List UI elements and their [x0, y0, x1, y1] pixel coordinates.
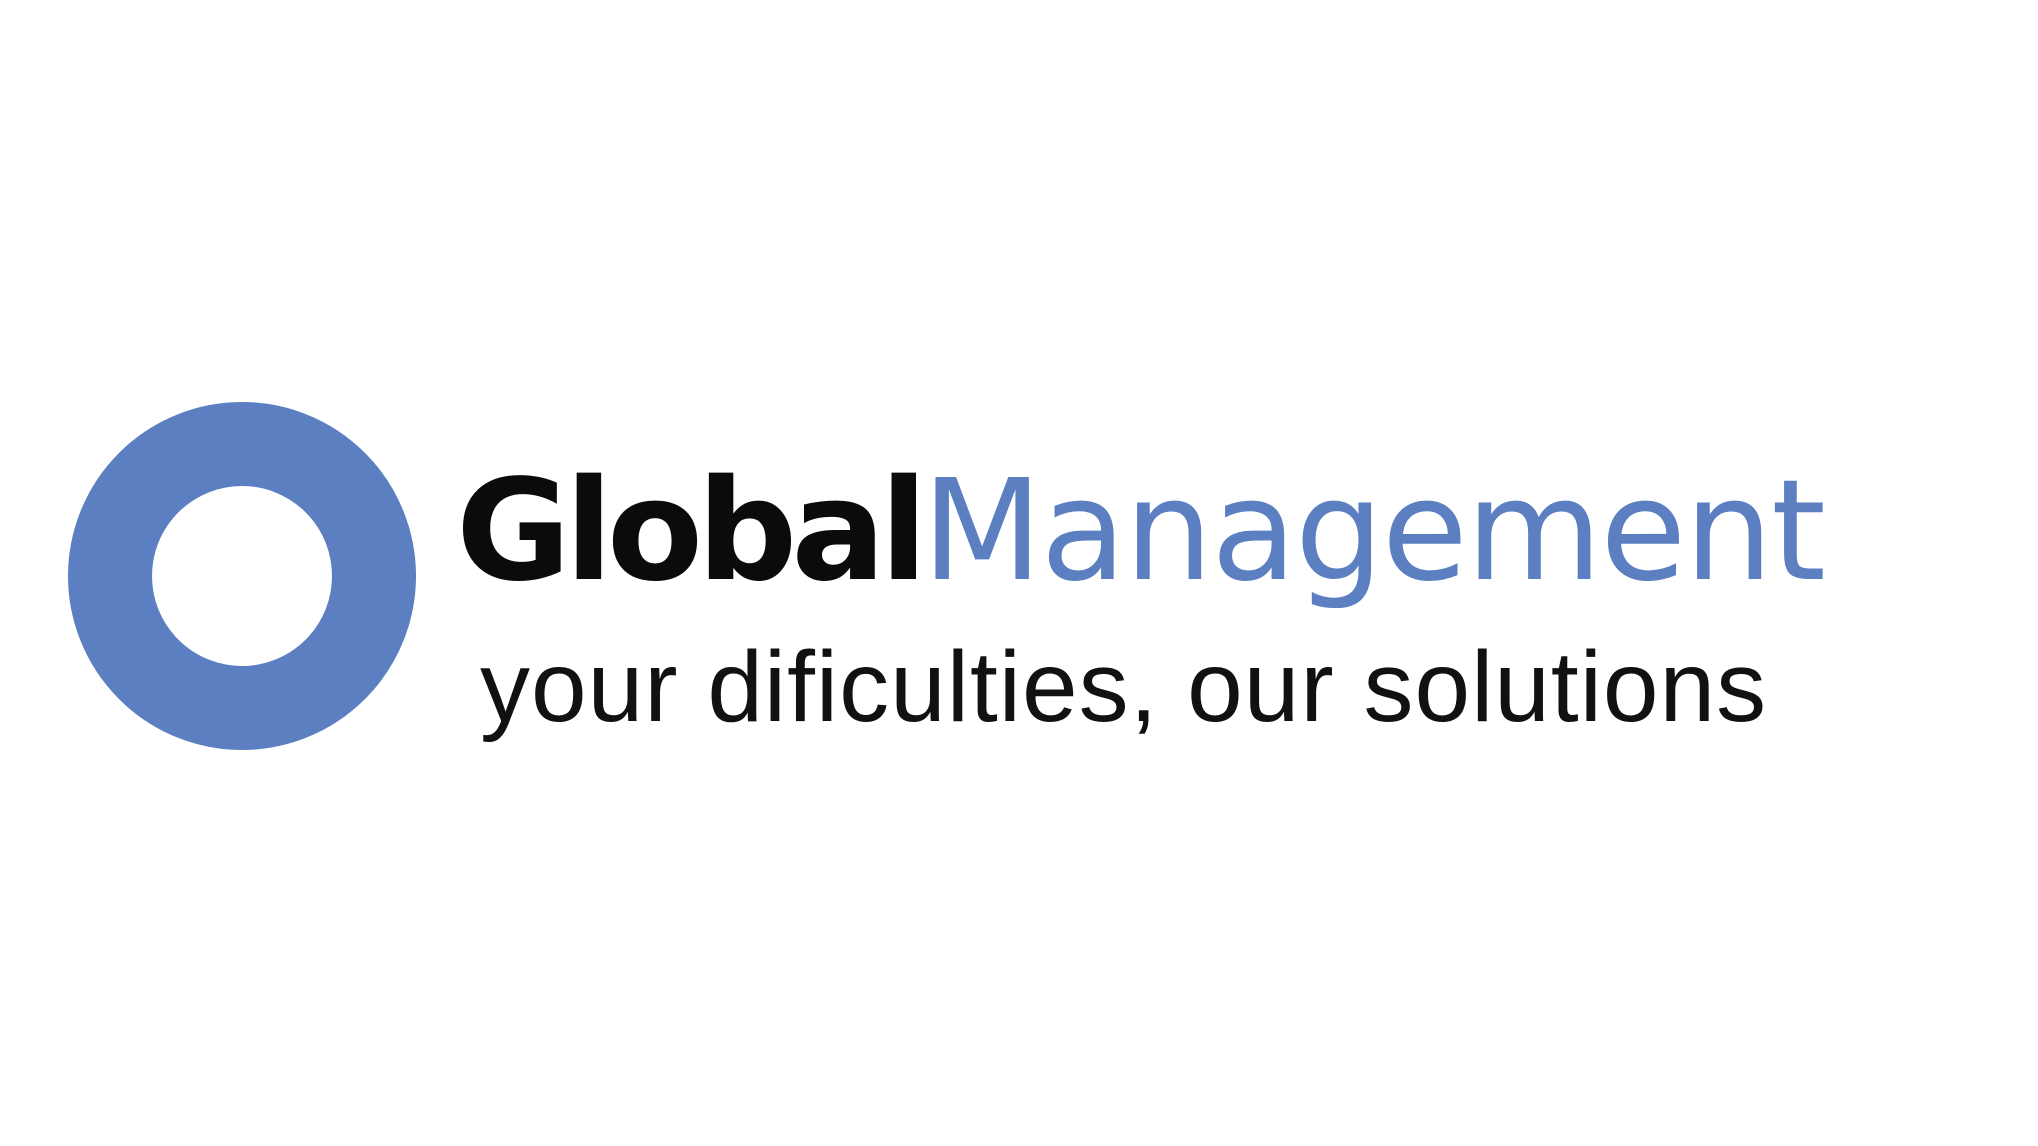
brand-name-management: Management — [921, 450, 1826, 613]
brand-name-global: Global — [456, 450, 928, 613]
ring-icon — [68, 402, 416, 750]
ring-shape — [68, 402, 416, 750]
brand-tagline: your dificulties, our solutions — [480, 631, 1768, 743]
brand-wordmark: GlobalManagement — [456, 462, 1826, 602]
